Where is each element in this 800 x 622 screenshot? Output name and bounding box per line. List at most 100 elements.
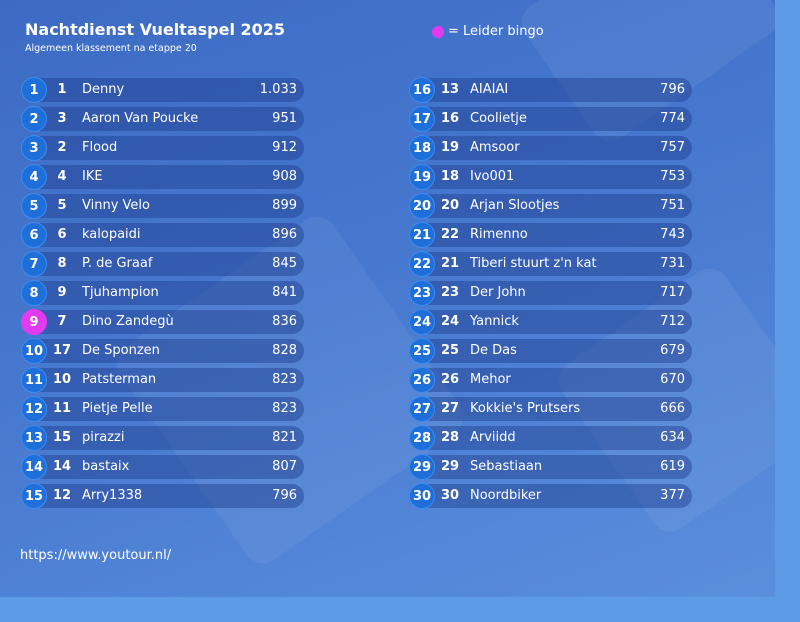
rank: 18	[409, 135, 435, 161]
previous-rank: 15	[52, 430, 72, 445]
previous-rank: 10	[52, 372, 72, 387]
rank: 10	[21, 338, 47, 364]
panel: Nachtdienst Vueltaspel 2025 Algemeen kla…	[0, 0, 775, 597]
previous-rank: 4	[57, 169, 67, 184]
name: Tjuhampion	[82, 285, 159, 300]
rank: 6	[21, 222, 47, 248]
previous-rank: 16	[440, 111, 460, 126]
previous-rank: 27	[440, 401, 460, 416]
rank: 5	[21, 193, 47, 219]
name: Kokkie's Prutsers	[470, 401, 581, 416]
points: 899	[272, 198, 297, 213]
points: 753	[660, 169, 685, 184]
rank: 4	[21, 164, 47, 190]
previous-rank: 3	[57, 111, 67, 126]
row-background	[28, 194, 304, 218]
rank: 20	[409, 193, 435, 219]
previous-rank: 8	[57, 256, 67, 271]
name: De Das	[470, 343, 517, 358]
previous-rank: 5	[57, 198, 67, 213]
row-background	[28, 455, 304, 479]
previous-rank: 12	[52, 488, 72, 503]
previous-rank: 19	[440, 140, 460, 155]
rank: 16	[409, 77, 435, 103]
name: De Sponzen	[82, 343, 160, 358]
points: 774	[660, 111, 685, 126]
points: 666	[660, 401, 685, 416]
name: IKE	[82, 169, 103, 184]
row-background	[416, 107, 692, 131]
points: 807	[272, 459, 297, 474]
name: kalopaidi	[82, 227, 141, 242]
points: 717	[660, 285, 685, 300]
points: 821	[272, 430, 297, 445]
previous-rank: 14	[52, 459, 72, 474]
name: Sebastiaan	[470, 459, 543, 474]
previous-rank: 7	[57, 314, 67, 329]
previous-rank: 2	[57, 140, 67, 155]
row-background	[416, 397, 692, 421]
rank: 26	[409, 367, 435, 393]
row-background	[28, 252, 304, 276]
row-background	[28, 165, 304, 189]
name: Arviidd	[470, 430, 516, 445]
previous-rank: 28	[440, 430, 460, 445]
row-background	[28, 78, 304, 102]
name: Yannick	[470, 314, 519, 329]
previous-rank: 11	[52, 401, 72, 416]
points: 823	[272, 401, 297, 416]
previous-rank: 22	[440, 227, 460, 242]
points: 751	[660, 198, 685, 213]
rank: 17	[409, 106, 435, 132]
row-background	[416, 252, 692, 276]
row-background	[416, 281, 692, 305]
points: 679	[660, 343, 685, 358]
row-background	[416, 136, 692, 160]
row-background	[28, 310, 304, 334]
points: 757	[660, 140, 685, 155]
rank: 8	[21, 280, 47, 306]
footer-url: https://www.youtour.nl/	[20, 548, 172, 563]
rank: 23	[409, 280, 435, 306]
row-background	[416, 78, 692, 102]
name: Patsterman	[82, 372, 157, 387]
row-background	[28, 223, 304, 247]
row-background	[28, 339, 304, 363]
rank: 7	[21, 251, 47, 277]
previous-rank: 30	[440, 488, 460, 503]
previous-rank: 24	[440, 314, 460, 329]
points: 743	[660, 227, 685, 242]
previous-rank: 21	[440, 256, 460, 271]
name: Ivo001	[470, 169, 515, 184]
points: 896	[272, 227, 297, 242]
subtitle: Algemeen klassement na etappe 20	[25, 43, 197, 54]
name: Tiberi stuurt z'n kat	[470, 256, 597, 271]
points: 796	[660, 82, 685, 97]
name: Vinny Velo	[82, 198, 150, 213]
rank: 3	[21, 135, 47, 161]
points: 828	[272, 343, 297, 358]
row-background	[28, 107, 304, 131]
rank: 29	[409, 454, 435, 480]
previous-rank: 18	[440, 169, 460, 184]
rank: 22	[409, 251, 435, 277]
rank: 15	[21, 483, 47, 509]
rank: 19	[409, 164, 435, 190]
row-background	[28, 397, 304, 421]
legend-label: = Leider bingo	[448, 24, 544, 39]
name: Arry1338	[82, 488, 143, 503]
points: 796	[272, 488, 297, 503]
points: 951	[272, 111, 297, 126]
rank: 2	[21, 106, 47, 132]
name: Aaron Van Poucke	[82, 111, 199, 126]
name: pirazzi	[82, 430, 125, 445]
rank: 28	[409, 425, 435, 451]
row-background	[416, 484, 692, 508]
points: 823	[272, 372, 297, 387]
rank: 27	[409, 396, 435, 422]
points: 845	[272, 256, 297, 271]
previous-rank: 6	[57, 227, 67, 242]
name: Pietje Pelle	[82, 401, 153, 416]
name: AIAIAI	[470, 82, 509, 97]
